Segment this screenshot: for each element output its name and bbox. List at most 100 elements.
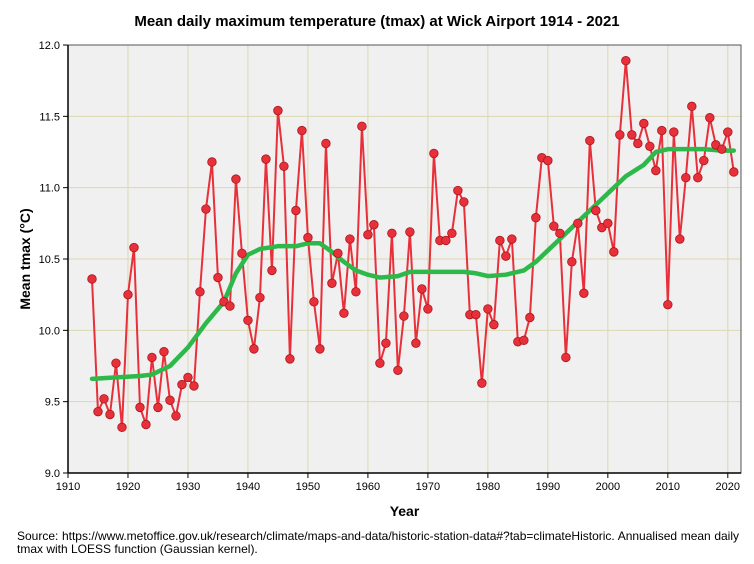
- data-point: [471, 309, 481, 320]
- data-point: [723, 127, 733, 137]
- data-point: [255, 292, 265, 303]
- x-tick-label: 2000: [596, 481, 620, 493]
- data-point: [639, 118, 649, 129]
- data-point: [249, 344, 259, 354]
- data-point: [225, 301, 235, 311]
- data-point: [135, 402, 145, 413]
- x-axis-label: Year: [390, 503, 420, 519]
- series-line-tmax: [90, 60, 735, 428]
- data-point: [141, 419, 151, 430]
- data-point: [207, 157, 217, 167]
- data-point: [543, 155, 553, 166]
- data-point: [231, 174, 241, 184]
- y-axis-label: Mean tmax (°C): [17, 208, 33, 309]
- data-point: [675, 234, 685, 244]
- data-point: [507, 234, 517, 244]
- data-point: [411, 338, 421, 348]
- data-point: [399, 311, 409, 321]
- data-point: [99, 394, 109, 404]
- data-point: [453, 185, 463, 196]
- data-point: [381, 338, 391, 348]
- data-point: [339, 308, 349, 318]
- data-point: [633, 138, 643, 149]
- data-point: [405, 227, 415, 237]
- data-point: [291, 205, 301, 216]
- data-point: [705, 113, 715, 123]
- data-point: [501, 251, 511, 261]
- data-point: [105, 409, 115, 420]
- data-point: [615, 130, 625, 140]
- data-point: [153, 402, 163, 413]
- data-point: [519, 335, 529, 346]
- data-point: [165, 395, 175, 405]
- data-point: [699, 155, 709, 166]
- x-tick-label: 1960: [356, 481, 380, 493]
- data-point: [273, 105, 283, 116]
- data-point: [111, 358, 121, 368]
- x-tick-label: 1940: [236, 481, 260, 493]
- data-point: [375, 358, 385, 368]
- data-point: [423, 304, 433, 314]
- data-point: [387, 228, 397, 239]
- y-tick-label: 9.5: [45, 397, 60, 409]
- data-point: [729, 167, 739, 177]
- data-point: [621, 55, 631, 66]
- data-point: [267, 265, 277, 276]
- x-tick-label: 1980: [476, 481, 500, 493]
- data-point: [285, 354, 295, 364]
- data-point: [573, 218, 583, 229]
- data-point: [357, 121, 367, 132]
- data-point: [123, 289, 133, 300]
- y-tick-label: 10.0: [39, 325, 60, 337]
- data-point: [645, 141, 655, 151]
- data-point: [159, 347, 169, 357]
- chart-title: Mean daily maximum temperature (tmax) at…: [134, 13, 620, 30]
- data-point: [309, 297, 319, 307]
- data-point: [315, 344, 325, 354]
- data-point: [297, 125, 307, 136]
- y-tick-label: 12.0: [39, 40, 60, 52]
- data-point: [351, 287, 361, 297]
- data-point: [189, 381, 199, 391]
- x-tick-label: 1990: [536, 481, 560, 493]
- data-point: [429, 148, 439, 159]
- data-point: [591, 205, 601, 216]
- data-point: [345, 234, 355, 244]
- data-point: [147, 352, 157, 363]
- data-point: [327, 278, 337, 288]
- x-tick-label: 2010: [656, 481, 680, 493]
- x-tick-label: 1970: [416, 481, 440, 493]
- x-tick-label: 2020: [716, 481, 740, 493]
- data-point: [531, 212, 541, 223]
- source-note: Source: https://www.metoffice.gov.uk/res…: [17, 529, 739, 556]
- data-point: [663, 299, 673, 310]
- data-point: [321, 138, 331, 149]
- data-point: [489, 319, 499, 330]
- data-point: [603, 218, 613, 229]
- data-point: [201, 204, 211, 214]
- data-point: [459, 197, 469, 207]
- data-point: [441, 235, 451, 246]
- data-point: [447, 228, 457, 239]
- data-point: [363, 230, 373, 240]
- y-tick-label: 11.0: [39, 183, 60, 195]
- data-point: [87, 274, 97, 284]
- data-point: [195, 287, 205, 297]
- data-point: [567, 257, 577, 267]
- data-point: [669, 127, 679, 137]
- data-point: [243, 315, 253, 326]
- x-tick-label: 1910: [56, 481, 80, 493]
- data-point: [117, 422, 127, 433]
- data-point: [579, 288, 589, 298]
- data-point: [261, 154, 271, 164]
- data-point: [237, 248, 247, 258]
- data-point: [333, 248, 343, 258]
- data-point: [477, 378, 487, 388]
- data-point: [651, 165, 661, 176]
- data-point: [627, 130, 637, 140]
- data-point: [681, 172, 691, 183]
- y-tick-label: 11.5: [39, 111, 60, 123]
- x-tick-label: 1930: [176, 481, 200, 493]
- data-point: [687, 101, 697, 112]
